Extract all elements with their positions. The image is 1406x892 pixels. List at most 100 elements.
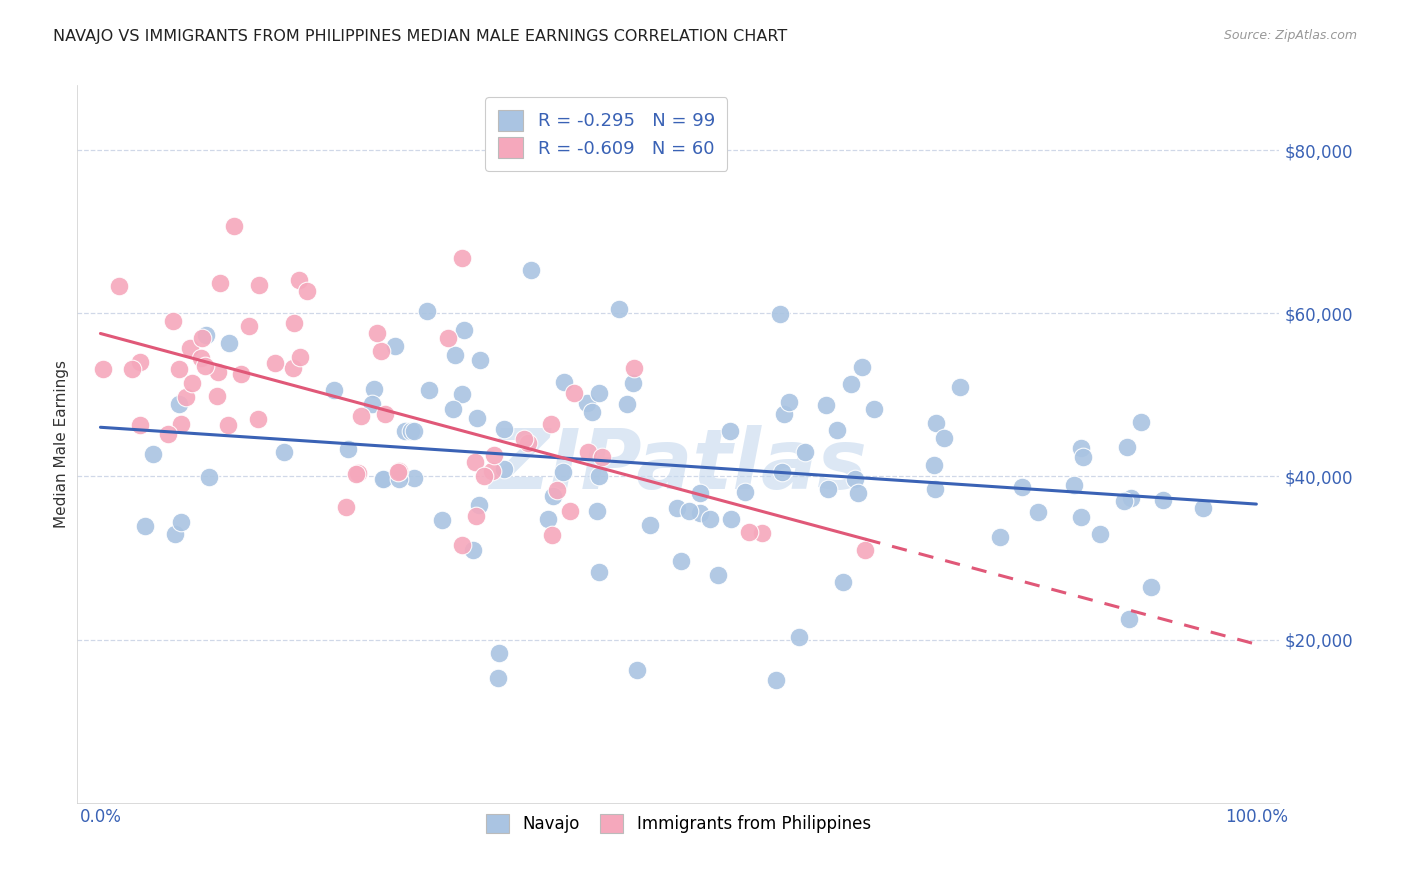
Point (91, 361, 114, 376)
Point (283, 317, 305, 331)
Point (851, 360, 873, 375)
Point (387, 465, 409, 479)
Point (157, 427, 180, 442)
Point (990, 530, 1012, 544)
Point (1116, 440, 1139, 454)
Point (546, 483, 568, 497)
Point (486, 671, 509, 685)
Point (129, 418, 152, 433)
Point (846, 486, 869, 500)
Point (134, 519, 156, 533)
Point (707, 568, 730, 582)
Point (218, 336, 240, 351)
Point (205, 389, 228, 403)
Point (336, 442, 359, 456)
Point (1070, 441, 1092, 455)
Point (1070, 510, 1092, 524)
Point (607, 302, 630, 317)
Point (588, 386, 610, 401)
Point (718, 424, 741, 438)
Point (789, 630, 811, 644)
Point (468, 498, 491, 512)
Point (190, 331, 212, 345)
Point (576, 445, 599, 459)
Point (558, 504, 581, 518)
Point (464, 455, 486, 469)
Point (470, 353, 492, 368)
Point (588, 469, 610, 483)
Point (461, 543, 484, 558)
Point (443, 349, 465, 363)
Point (194, 359, 217, 374)
Point (394, 424, 416, 438)
Text: ZIPatlas: ZIPatlas (489, 425, 868, 506)
Point (794, 445, 817, 459)
Point (1112, 493, 1135, 508)
Point (553, 375, 575, 389)
Point (190, 351, 212, 365)
Point (441, 402, 464, 417)
Point (163, 527, 186, 541)
Point (699, 512, 721, 526)
Point (399, 425, 422, 439)
Point (765, 673, 787, 687)
Point (344, 467, 367, 482)
Point (924, 483, 946, 497)
Point (195, 327, 218, 342)
Point (669, 554, 692, 568)
Point (484, 448, 506, 462)
Point (586, 504, 609, 518)
Point (180, 376, 202, 390)
Point (720, 512, 742, 526)
Point (174, 390, 197, 404)
Point (1026, 505, 1049, 519)
Point (229, 368, 252, 382)
Point (616, 397, 638, 411)
Point (738, 524, 761, 539)
Point (388, 464, 411, 478)
Point (128, 355, 150, 369)
Point (934, 432, 956, 446)
Point (404, 471, 426, 485)
Point (416, 304, 439, 318)
Point (1088, 527, 1111, 541)
Text: NAVAJO VS IMMIGRANTS FROM PHILIPPINES MEDIAN MALE EARNINGS CORRELATION CHART: NAVAJO VS IMMIGRANTS FROM PHILIPPINES ME… (53, 29, 787, 44)
Point (537, 512, 560, 526)
Point (360, 397, 382, 411)
Point (638, 517, 661, 532)
Point (665, 501, 688, 516)
Point (288, 273, 311, 287)
Point (817, 482, 839, 496)
Point (121, 362, 143, 376)
Point (373, 472, 395, 486)
Point (494, 422, 516, 436)
Point (863, 402, 886, 417)
Point (815, 398, 838, 412)
Point (925, 416, 948, 430)
Point (370, 344, 392, 359)
Point (1130, 415, 1153, 429)
Point (689, 486, 711, 500)
Point (778, 394, 800, 409)
Point (1192, 500, 1215, 515)
Point (734, 484, 756, 499)
Point (588, 565, 610, 579)
Point (288, 351, 311, 365)
Point (207, 365, 229, 379)
Point (621, 376, 644, 391)
Point (167, 362, 190, 376)
Point (1118, 612, 1140, 626)
Point (488, 646, 510, 660)
Point (451, 539, 474, 553)
Point (170, 417, 193, 431)
Point (844, 472, 866, 486)
Legend: Navajo, Immigrants from Philippines: Navajo, Immigrants from Philippines (478, 805, 879, 841)
Point (575, 396, 598, 410)
Point (142, 447, 165, 461)
Point (520, 263, 543, 277)
Point (388, 472, 411, 486)
Point (678, 504, 700, 518)
Point (451, 386, 474, 401)
Point (323, 383, 346, 397)
Point (839, 377, 862, 392)
